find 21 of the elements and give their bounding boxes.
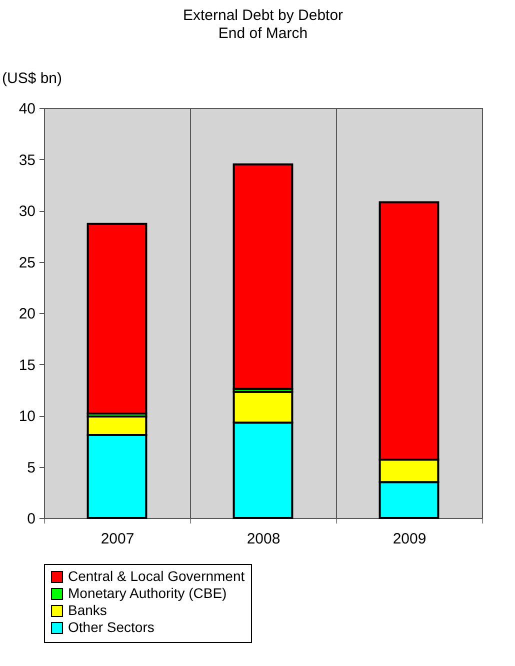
y-tick-label: 40 bbox=[18, 100, 36, 118]
y-tick-label: 25 bbox=[18, 254, 36, 272]
y-tick-label: 15 bbox=[18, 356, 36, 374]
y-tick-label: 30 bbox=[18, 203, 36, 220]
y-tick-label: 0 bbox=[27, 510, 36, 528]
chart-title: External Debt by Debtor bbox=[182, 7, 344, 24]
chart-subtitle: End of March bbox=[218, 25, 308, 42]
y-tick-label: 20 bbox=[18, 306, 36, 322]
legend-label: Central & Local Government bbox=[68, 568, 245, 584]
legend-label: Monetary Authority (CBE) bbox=[68, 585, 227, 601]
y-axis-title: (US$ bn) bbox=[2, 70, 62, 87]
bar bbox=[86, 222, 148, 414]
y-tick-label: 5 bbox=[27, 459, 36, 476]
bar bbox=[232, 163, 294, 390]
x-tick-label: 2008 bbox=[246, 530, 280, 548]
legend-label: Banks bbox=[68, 602, 107, 618]
legend-label: Other Sectors bbox=[68, 619, 154, 635]
x-tick-label: 2009 bbox=[392, 530, 426, 548]
y-tick-label: 35 bbox=[18, 152, 36, 169]
x-tick-label: 2007 bbox=[100, 530, 134, 548]
y-tick-label: 10 bbox=[18, 408, 36, 425]
